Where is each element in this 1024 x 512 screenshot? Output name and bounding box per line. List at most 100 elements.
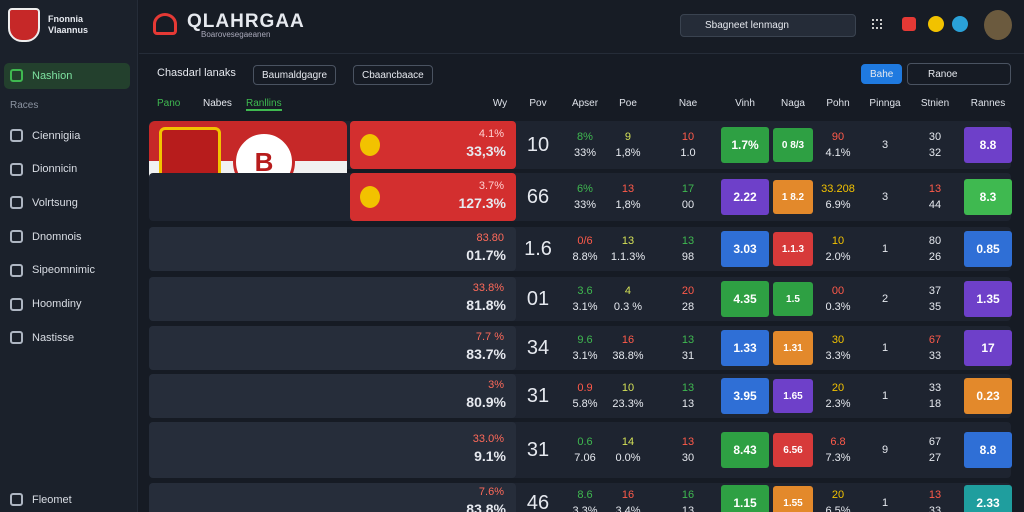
avatar[interactable] — [984, 10, 1012, 40]
stat-cell: 1 — [882, 241, 888, 257]
stat-box[interactable]: 8.8 — [964, 127, 1012, 163]
apps-icon[interactable] — [872, 19, 882, 29]
stat-box[interactable]: 1.55 — [773, 486, 813, 512]
stat-box[interactable]: 0 8/3 — [773, 128, 813, 162]
stat-value: 10 — [681, 131, 695, 143]
column-header: Rannes — [970, 98, 1006, 109]
stat-value: 4 — [624, 285, 632, 297]
column-header: Wy — [492, 98, 508, 109]
nav-item[interactable]: Ciennigiia — [10, 129, 80, 142]
pct-top: 4.1% — [478, 128, 504, 140]
stat-cell: 6.8 7.3% — [825, 434, 850, 466]
stat-box[interactable]: 1.7% — [721, 127, 769, 163]
stat-box[interactable]: 8.3 — [964, 179, 1012, 215]
pct-bottom: 127.3% — [458, 195, 506, 211]
stat-value: 13 — [681, 436, 695, 448]
stat-value: 38.8% — [612, 350, 644, 362]
filter-button[interactable]: Baumaldgagre — [253, 65, 337, 85]
nav-item[interactable]: Dionnicin — [10, 162, 77, 176]
tab[interactable]: Pano — [157, 98, 181, 109]
stat-box[interactable]: 0.85 — [964, 231, 1012, 267]
stat-cell: 13 13 — [682, 380, 694, 412]
active-nav[interactable] — [4, 63, 130, 89]
odds-card: 83.80 01.7% — [149, 227, 516, 271]
stat-box[interactable]: 4.35 — [721, 281, 769, 317]
stat-value: 9 — [881, 444, 889, 456]
stat-value: 2.3% — [825, 398, 851, 410]
stat-value: 13 — [681, 334, 695, 346]
nav-item[interactable]: Fleomet — [10, 493, 72, 506]
stat-value: 8.8 — [979, 138, 997, 152]
stat-value: 1,8% — [615, 199, 641, 211]
globe-icon[interactable] — [952, 16, 968, 32]
stat-box[interactable]: 1.15 — [721, 485, 769, 512]
stat-box[interactable]: 2.33 — [964, 485, 1012, 512]
stat-box[interactable]: 1.31 — [773, 331, 813, 365]
stat-box[interactable]: 1.1.3 — [773, 232, 813, 266]
nav-item[interactable]: Nastisse — [10, 331, 74, 345]
primary-button[interactable]: Bahe — [861, 64, 903, 84]
tab[interactable]: Ranllins — [246, 98, 282, 111]
stat-cell: 67 27 — [929, 434, 941, 466]
stat-box[interactable]: 1 8.2 — [773, 180, 813, 214]
stat-value: 0.3% — [825, 301, 851, 313]
stat-value: 6.5% — [825, 505, 851, 512]
stat-value: 3.95 — [733, 389, 757, 403]
stat-value: 0.0% — [615, 452, 641, 464]
table-row[interactable]: Pandilinganane BoseBasonaueanes7.6%83.8%… — [149, 483, 1012, 512]
pct-top: 7.6% — [478, 486, 504, 498]
stat-value: 1.33 — [733, 341, 757, 355]
stat-value: 2.22 — [733, 190, 757, 204]
stat-box[interactable]: 1.33 — [721, 330, 769, 366]
stat-box[interactable]: 3.03 — [721, 231, 769, 267]
table-row[interactable]: Pand. Ranoine 6 80.0%Dboulbaecanne7.7 %8… — [149, 326, 1012, 370]
stat-box[interactable]: 1.35 — [964, 281, 1012, 317]
table-row[interactable]: 3.7% 127.3% 66 6% 33% 13 1,8% 17 00 2.22 1 8.2 33.2… — [149, 173, 1012, 221]
nav-item[interactable]: Volrtsung — [10, 196, 78, 210]
big-value: 01 — [526, 288, 550, 310]
column-header: Pov — [529, 98, 547, 109]
stat-value: 1.1.3% — [610, 251, 646, 263]
stat-value: 2.0% — [825, 251, 851, 263]
stat-value: 8.43 — [733, 443, 757, 457]
stat-value: 2.33 — [976, 496, 1000, 510]
stat-cell: 8% 33% — [574, 129, 596, 161]
stat-box[interactable]: 0.23 — [964, 378, 1012, 414]
stat-value: 1 — [881, 497, 889, 509]
tab[interactable]: Nabes — [203, 98, 232, 109]
table-row[interactable]: Manattiaur manoSipoDeoao Beanaenar 7 7.4… — [149, 422, 1012, 478]
stat-value: 3.3% — [572, 505, 598, 512]
stat-box[interactable]: 8.8 — [964, 432, 1012, 468]
table-row[interactable]: Usgande Vana RenceaRouedace Duamecosdati… — [149, 374, 1012, 418]
icon — [10, 331, 23, 345]
stat-value: 13 — [621, 183, 635, 195]
stat-box[interactable]: 3.95 — [721, 378, 769, 414]
coin-icon[interactable] — [928, 16, 944, 32]
nav-label: Ciennigiia — [32, 129, 81, 142]
alert-icon[interactable] — [902, 17, 916, 31]
stat-value: 9 — [624, 131, 632, 143]
stat-box[interactable]: 17 — [964, 330, 1012, 366]
stat-box[interactable]: 1.65 — [773, 379, 813, 413]
stat-box[interactable]: 6.56 — [773, 433, 813, 467]
stat-cell: 33.208 6.9% — [821, 181, 855, 213]
table-row[interactable]: Hlatopr rOlkantDearuce Raana 89.3983.800… — [149, 227, 1012, 271]
stat-value: 8.8 — [979, 443, 997, 457]
stat-value: 30 — [831, 334, 845, 346]
table-row[interactable]: Pandiu Riarnal apoBdeanrne Smrnsotnen33.… — [149, 277, 1012, 321]
stat-value: 3.1% — [572, 301, 598, 313]
stat-box[interactable]: 2.22 — [721, 179, 769, 215]
search-box[interactable]: Sbagneet lenmagn — [680, 14, 856, 37]
nav-item[interactable]: Dnomnois — [10, 230, 82, 244]
stat-box[interactable]: 1.5 — [773, 282, 813, 316]
dropdown[interactable]: Ranoe — [907, 63, 1011, 85]
nav-item[interactable]: Hoomdiny — [10, 297, 82, 311]
stat-box[interactable]: 8.43 — [721, 432, 769, 468]
icon — [10, 129, 23, 142]
sidebar: Fnonnia Vlaannus Nashion Races Ciennigiia… — [0, 0, 138, 512]
nav-item[interactable]: Nashion — [10, 69, 72, 82]
nav-item[interactable]: Sipeomnimic — [10, 263, 95, 277]
table-row[interactable]: B 4.1% 33,3% 10 8% 33% 9 1,8% 10 1.0 1.7% 0 8/3 90 4.… — [149, 121, 1012, 221]
filter-button[interactable]: Cbaancbaace — [353, 65, 433, 85]
stat-value: 33% — [573, 199, 597, 211]
